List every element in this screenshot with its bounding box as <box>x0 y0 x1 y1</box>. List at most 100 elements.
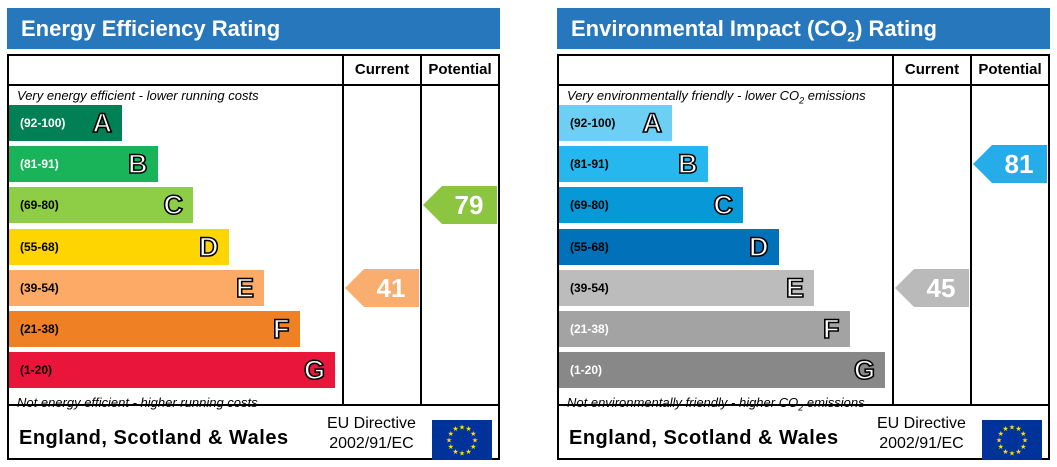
eu-flag-icon: ★ ★ ★ ★ ★ ★ ★ ★ ★ ★ ★ ★ <box>982 420 1042 460</box>
rating-band-g: (1-20) G <box>9 352 335 389</box>
band-range-label: (81-91) <box>570 157 609 172</box>
eu-star-icon: ★ <box>996 437 1002 445</box>
eu-star-icon: ★ <box>472 437 478 445</box>
potential-rating-value: 79 <box>454 190 484 221</box>
band-letter: B <box>127 148 148 180</box>
eu-star-icon: ★ <box>1020 430 1026 438</box>
rating-band-d: (55-68) D <box>559 228 779 265</box>
chart-frame: Current Potential Very energy efficient … <box>7 54 500 460</box>
eu-star-icon: ★ <box>1002 425 1008 433</box>
band-letter: F <box>822 313 840 345</box>
rating-band-c: (69-80) C <box>9 187 193 224</box>
rating-band-e: (39-54) E <box>559 269 814 306</box>
eu-star-icon: ★ <box>452 425 458 433</box>
band-range-label: (69-80) <box>570 198 609 213</box>
rating-band-a: (92-100) A <box>559 105 672 141</box>
eu-star-icon: ★ <box>448 443 454 451</box>
bottom-caption: Not environmentally friendly - higher CO… <box>567 395 865 413</box>
chart-frame: Current Potential Very environmentally f… <box>557 54 1050 460</box>
eu-flag-icon: ★ ★ ★ ★ ★ ★ ★ ★ ★ ★ ★ ★ <box>432 420 492 460</box>
current-rating-value: 45 <box>926 272 956 303</box>
band-letter: F <box>272 313 290 345</box>
rating-band-a: (92-100) A <box>9 105 122 141</box>
eu-star-icon: ★ <box>1015 448 1021 456</box>
top-caption: Very energy efficient - lower running co… <box>17 88 259 103</box>
energy-efficiency-chart: Energy Efficiency Rating Current Potenti… <box>7 8 500 460</box>
arrow-polygon <box>423 186 497 225</box>
band-letter: E <box>785 272 805 304</box>
band-range-label: (55-68) <box>570 239 609 254</box>
current-rating-value: 41 <box>376 272 406 303</box>
top-caption: Very environmentally friendly - lower CO… <box>567 88 866 106</box>
eu-star-icon: ★ <box>465 448 471 456</box>
eu-star-icon: ★ <box>465 425 471 433</box>
band-range-label: (1-20) <box>570 363 603 378</box>
eu-star-icon: ★ <box>1009 424 1015 432</box>
band-range-label: (1-20) <box>20 363 53 378</box>
potential-rating-value: 81 <box>1004 149 1034 180</box>
rating-band-b: (81-91) B <box>559 146 708 183</box>
arrow-shape <box>973 145 1047 184</box>
band-letter: G <box>853 354 876 386</box>
rating-band-g: (1-20) G <box>559 352 885 389</box>
eu-star-icon: ★ <box>452 448 458 456</box>
potential-column-header: Potential <box>428 61 492 78</box>
rating-band-f: (21-38) F <box>9 311 300 347</box>
band-range-label: (92-100) <box>20 116 66 130</box>
band-range-label: (39-54) <box>20 280 59 295</box>
band-letter: A <box>92 107 113 139</box>
eu-star-icon: ★ <box>470 430 476 438</box>
current-rating-arrow: 45 <box>895 268 969 307</box>
chart-title: Energy Efficiency Rating <box>7 8 500 49</box>
band-letter: C <box>163 190 184 222</box>
eu-star-icon: ★ <box>1022 437 1028 445</box>
eu-star-icon: ★ <box>459 424 465 432</box>
band-range-label: (69-80) <box>20 198 59 213</box>
potential-rating-arrow: 79 <box>423 186 497 225</box>
rating-band-d: (55-68) D <box>9 228 229 265</box>
eu-star-icon: ★ <box>998 430 1004 438</box>
arrow-shape <box>345 268 419 307</box>
eu-star-icon: ★ <box>459 450 465 458</box>
band-letter: D <box>198 231 219 263</box>
environmental-impact-chart: Environmental Impact (CO2) Rating Curren… <box>557 8 1050 460</box>
current-column-header: Current <box>354 61 410 78</box>
eu-star-icon: ★ <box>1015 425 1021 433</box>
band-range-label: (21-38) <box>20 322 59 336</box>
arrow-polygon <box>895 268 969 307</box>
band-letter: A <box>642 107 663 139</box>
rating-band-f: (21-38) F <box>559 311 850 347</box>
eu-star-icon: ★ <box>448 430 454 438</box>
arrow-shape <box>895 268 969 307</box>
eu-star-icon: ★ <box>446 437 452 445</box>
rating-band-e: (39-54) E <box>9 269 264 306</box>
band-letter: D <box>748 231 769 263</box>
eu-star-icon: ★ <box>998 443 1004 451</box>
potential-column-header: Potential <box>978 61 1042 78</box>
current-column-header: Current <box>904 61 960 78</box>
band-range-label: (81-91) <box>20 157 59 172</box>
eu-star-icon: ★ <box>1020 443 1026 451</box>
band-letter: C <box>713 190 734 222</box>
band-letter: E <box>235 272 255 304</box>
rating-band-b: (81-91) B <box>9 146 158 183</box>
arrow-polygon <box>973 145 1047 184</box>
eu-directive-label: EU Directive 2002/91/EC <box>877 415 966 452</box>
region-label: England, Scotland & Wales <box>569 427 839 449</box>
rating-band-c: (69-80) C <box>559 187 743 224</box>
bottom-caption: Not energy efficient - higher running co… <box>17 395 258 410</box>
band-range-label: (39-54) <box>570 280 609 295</box>
band-letter: G <box>303 354 326 386</box>
arrow-shape <box>423 186 497 225</box>
eu-star-icon: ★ <box>1002 448 1008 456</box>
eu-directive-label: EU Directive 2002/91/EC <box>327 415 416 452</box>
band-range-label: (21-38) <box>570 322 609 336</box>
potential-rating-arrow: 81 <box>973 145 1047 184</box>
region-label: England, Scotland & Wales <box>19 427 289 449</box>
band-letter: B <box>677 148 698 180</box>
current-rating-arrow: 41 <box>345 268 419 307</box>
band-range-label: (55-68) <box>20 239 59 254</box>
eu-star-icon: ★ <box>1009 450 1015 458</box>
eu-star-icon: ★ <box>470 443 476 451</box>
arrow-polygon <box>345 268 419 307</box>
